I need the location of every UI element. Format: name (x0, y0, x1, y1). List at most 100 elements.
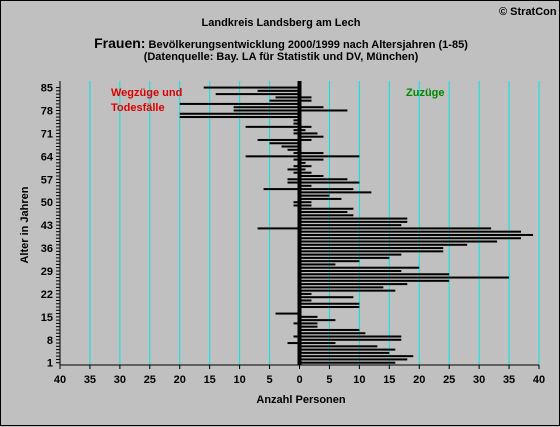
bar-wegzuege (293, 122, 300, 125)
bar-zuzuege (299, 328, 360, 331)
x-tick-label: 10 (234, 374, 246, 386)
bar-zuzuege (299, 171, 312, 174)
bar-zuzuege (299, 197, 342, 200)
chart-title: Landkreis Landsberg am Lech (201, 17, 361, 29)
bar-wegzuege (203, 86, 300, 89)
y-tick-label: 64 (41, 151, 54, 163)
x-tick-label: 15 (204, 374, 216, 386)
bar-wegzuege (257, 138, 300, 141)
bar-zuzuege (299, 289, 396, 292)
bar-zuzuege (299, 158, 324, 161)
bar-wegzuege (293, 165, 300, 168)
bar-zuzuege (299, 240, 498, 243)
bar-zuzuege (299, 161, 306, 164)
bar-wegzuege (287, 178, 300, 181)
bar-wegzuege (293, 322, 300, 325)
bar-zuzuege (299, 266, 420, 269)
bar-zuzuege (299, 224, 402, 227)
x-tick-label: 40 (533, 374, 545, 386)
bar-zuzuege (299, 204, 312, 207)
copyright-label: © StratCon (499, 6, 557, 18)
bar-zuzuege (299, 302, 360, 305)
bar-zuzuege (299, 348, 396, 351)
y-tick-label: 50 (41, 197, 53, 209)
x-tick-label: 0 (296, 374, 302, 386)
x-tick-label: 35 (503, 374, 515, 386)
bar-zuzuege (299, 194, 330, 197)
x-tick-label: 25 (443, 374, 455, 386)
bar-zuzuege (299, 165, 312, 168)
annotation-wegzuege: Wegzüge und (111, 87, 182, 99)
y-tick-label: 43 (41, 220, 53, 232)
y-tick-label: 36 (41, 243, 53, 255)
x-axis-label: Anzahl Personen (256, 394, 346, 406)
bar-wegzuege (293, 171, 300, 174)
bar-zuzuege (299, 99, 312, 102)
y-tick-label: 1 (47, 358, 53, 370)
bar-wegzuege (215, 93, 300, 96)
y-tick-label: 57 (41, 174, 53, 186)
annotation-todesfaelle: Todesfälle (111, 102, 165, 114)
x-tick-label: 20 (413, 374, 425, 386)
bar-zuzuege (299, 168, 306, 171)
bar-zuzuege (299, 125, 312, 128)
bar-zuzuege (299, 132, 318, 135)
bar-zuzuege (299, 174, 324, 177)
bar-wegzuege (275, 96, 300, 99)
bar-zuzuege (299, 155, 360, 158)
bar-wegzuege (179, 102, 300, 105)
bar-zuzuege (299, 283, 408, 286)
bar-zuzuege (299, 96, 312, 99)
bar-zuzuege (299, 207, 354, 210)
bar-zuzuege (299, 269, 402, 272)
bar-zuzuege (299, 109, 348, 112)
bar-zuzuege (299, 315, 318, 318)
bar-zuzuege (299, 243, 468, 246)
bar-zuzuege (299, 214, 354, 217)
x-tick-label: 15 (383, 374, 395, 386)
subtitle-text: Bevölkerungsentwicklung 2000/1999 nach A… (145, 39, 468, 51)
bar-wegzuege (257, 227, 300, 230)
bar-zuzuege (299, 233, 534, 236)
chart-subtitle: Frauen: Bevölkerungsentwicklung 2000/199… (1, 35, 560, 51)
bar-zuzuege (299, 217, 408, 220)
x-tick-label: 20 (174, 374, 186, 386)
y-tick-label: 85 (41, 83, 53, 95)
bar-wegzuege (257, 89, 300, 92)
x-tick-label: 35 (84, 374, 96, 386)
bar-zuzuege (299, 338, 402, 341)
bar-wegzuege (275, 312, 300, 315)
bar-zuzuege (299, 230, 522, 233)
y-tick-label: 78 (41, 105, 53, 117)
bar-zuzuege (299, 211, 348, 214)
bar-zuzuege (299, 276, 510, 279)
x-tick-label: 5 (267, 374, 273, 386)
bar-wegzuege (293, 132, 300, 135)
bar-zuzuege (299, 220, 408, 223)
bar-wegzuege (245, 125, 300, 128)
bar-zuzuege (299, 296, 354, 299)
bar-wegzuege (281, 145, 300, 148)
x-tick-label: 40 (54, 374, 66, 386)
bar-zuzuege (299, 178, 348, 181)
bar-zuzuege (299, 292, 312, 295)
y-tick-label: 8 (47, 335, 53, 347)
bar-wegzuege (245, 155, 300, 158)
bar-zuzuege (299, 355, 414, 358)
x-tick-label: 30 (114, 374, 126, 386)
bar-zuzuege (299, 184, 312, 187)
bar-wegzuege (293, 201, 300, 204)
bar-zuzuege (299, 286, 384, 289)
bar-zuzuege (299, 299, 312, 302)
bar-zuzuege (299, 335, 402, 338)
bar-zuzuege (299, 332, 366, 335)
subtitle-prefix: Frauen: (94, 35, 146, 51)
y-tick-label: 29 (41, 266, 53, 278)
bar-wegzuege (293, 204, 300, 207)
bar-zuzuege (299, 135, 324, 138)
bar-zuzuege (299, 237, 522, 240)
x-tick-label: 5 (326, 374, 332, 386)
zero-axis (297, 81, 302, 365)
y-tick-label: 22 (41, 289, 53, 301)
